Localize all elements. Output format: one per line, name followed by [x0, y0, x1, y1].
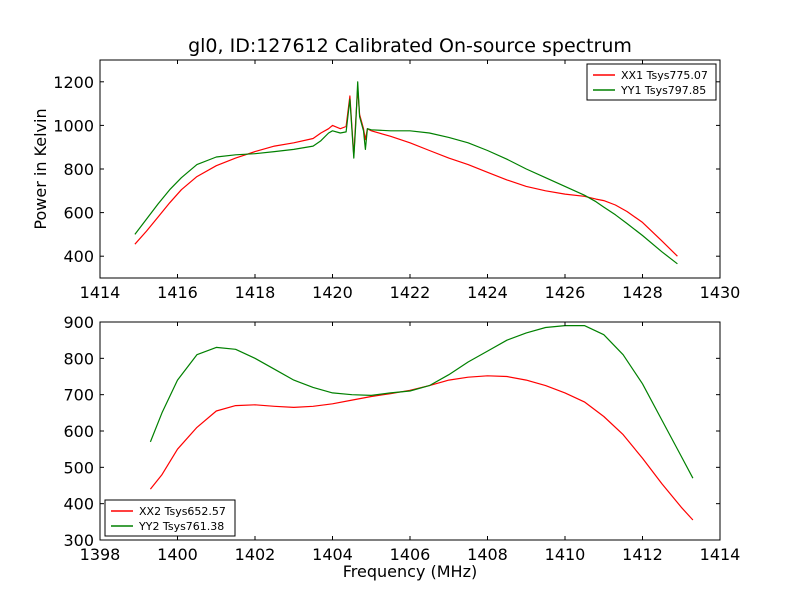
legend-entry: XX1 Tsys775.07	[621, 69, 708, 82]
x-tick-label: 1400	[157, 545, 198, 564]
chart-title: gl0, ID:127612 Calibrated On-source spec…	[188, 35, 632, 57]
series-line-xx2	[149, 375, 694, 521]
legend-box	[104, 499, 236, 537]
y-tick-label: 600	[63, 204, 94, 223]
series-line-yy1	[134, 81, 678, 265]
y-tick-label: 800	[63, 349, 94, 368]
y-tick-label: 1000	[53, 116, 94, 135]
x-tick-label: 1414	[700, 545, 741, 564]
y-tick-label: 400	[63, 495, 94, 514]
x-tick-label: 1430	[700, 283, 741, 302]
y-tick-label: 600	[63, 422, 94, 441]
legend: XX2 Tsys652.57 YY2 Tsys761.38	[104, 499, 236, 537]
y-tick-label: 700	[63, 386, 94, 405]
y-tick-label: 500	[63, 458, 94, 477]
x-tick-label: 1422	[390, 283, 431, 302]
y-tick-label: 1200	[53, 73, 94, 92]
legend: XX1 Tsys775.07 YY1 Tsys797.85	[586, 63, 717, 101]
legend-entry: YY2 Tsys761.38	[138, 520, 224, 533]
x-tick-label: 1410	[545, 545, 586, 564]
series-line-yy2	[149, 325, 694, 479]
y-tick-label: 400	[63, 247, 94, 266]
x-tick-label: 1420	[312, 283, 353, 302]
legend-entry: YY1 Tsys797.85	[620, 84, 706, 97]
y-tick-label: 900	[63, 313, 94, 332]
series-line-xx1	[134, 87, 678, 257]
legend-box	[586, 63, 717, 101]
chart-panel-1: 1414 1416 1418 1420 1422 1424 1426 1428 1430 400 6…	[31, 35, 740, 302]
x-tick-label: 1406	[390, 545, 431, 564]
x-tick-label: 1428	[622, 283, 663, 302]
legend-entry: XX2 Tsys652.57	[139, 505, 226, 518]
x-tick-label: 1412	[622, 545, 663, 564]
x-tick-label: 1418	[235, 283, 276, 302]
chart-panel-2: 1398 1400 1402 1404 1406 1408 1410 1412 1414 300 4…	[63, 313, 740, 581]
x-tick-label: 1426	[545, 283, 586, 302]
x-tick-label: 1424	[467, 283, 508, 302]
x-tick-label: 1408	[467, 545, 508, 564]
y-tick-label: 300	[63, 531, 94, 550]
x-tick-label: 1414	[80, 283, 121, 302]
y-tick-label: 800	[63, 160, 94, 179]
x-axis-label: Frequency (MHz)	[343, 562, 477, 581]
x-tick-label: 1404	[312, 545, 353, 564]
x-tick-label: 1398	[80, 545, 121, 564]
x-tick-label: 1416	[157, 283, 198, 302]
y-axis-label: Power in Kelvin	[31, 108, 50, 229]
x-tick-label: 1402	[235, 545, 276, 564]
